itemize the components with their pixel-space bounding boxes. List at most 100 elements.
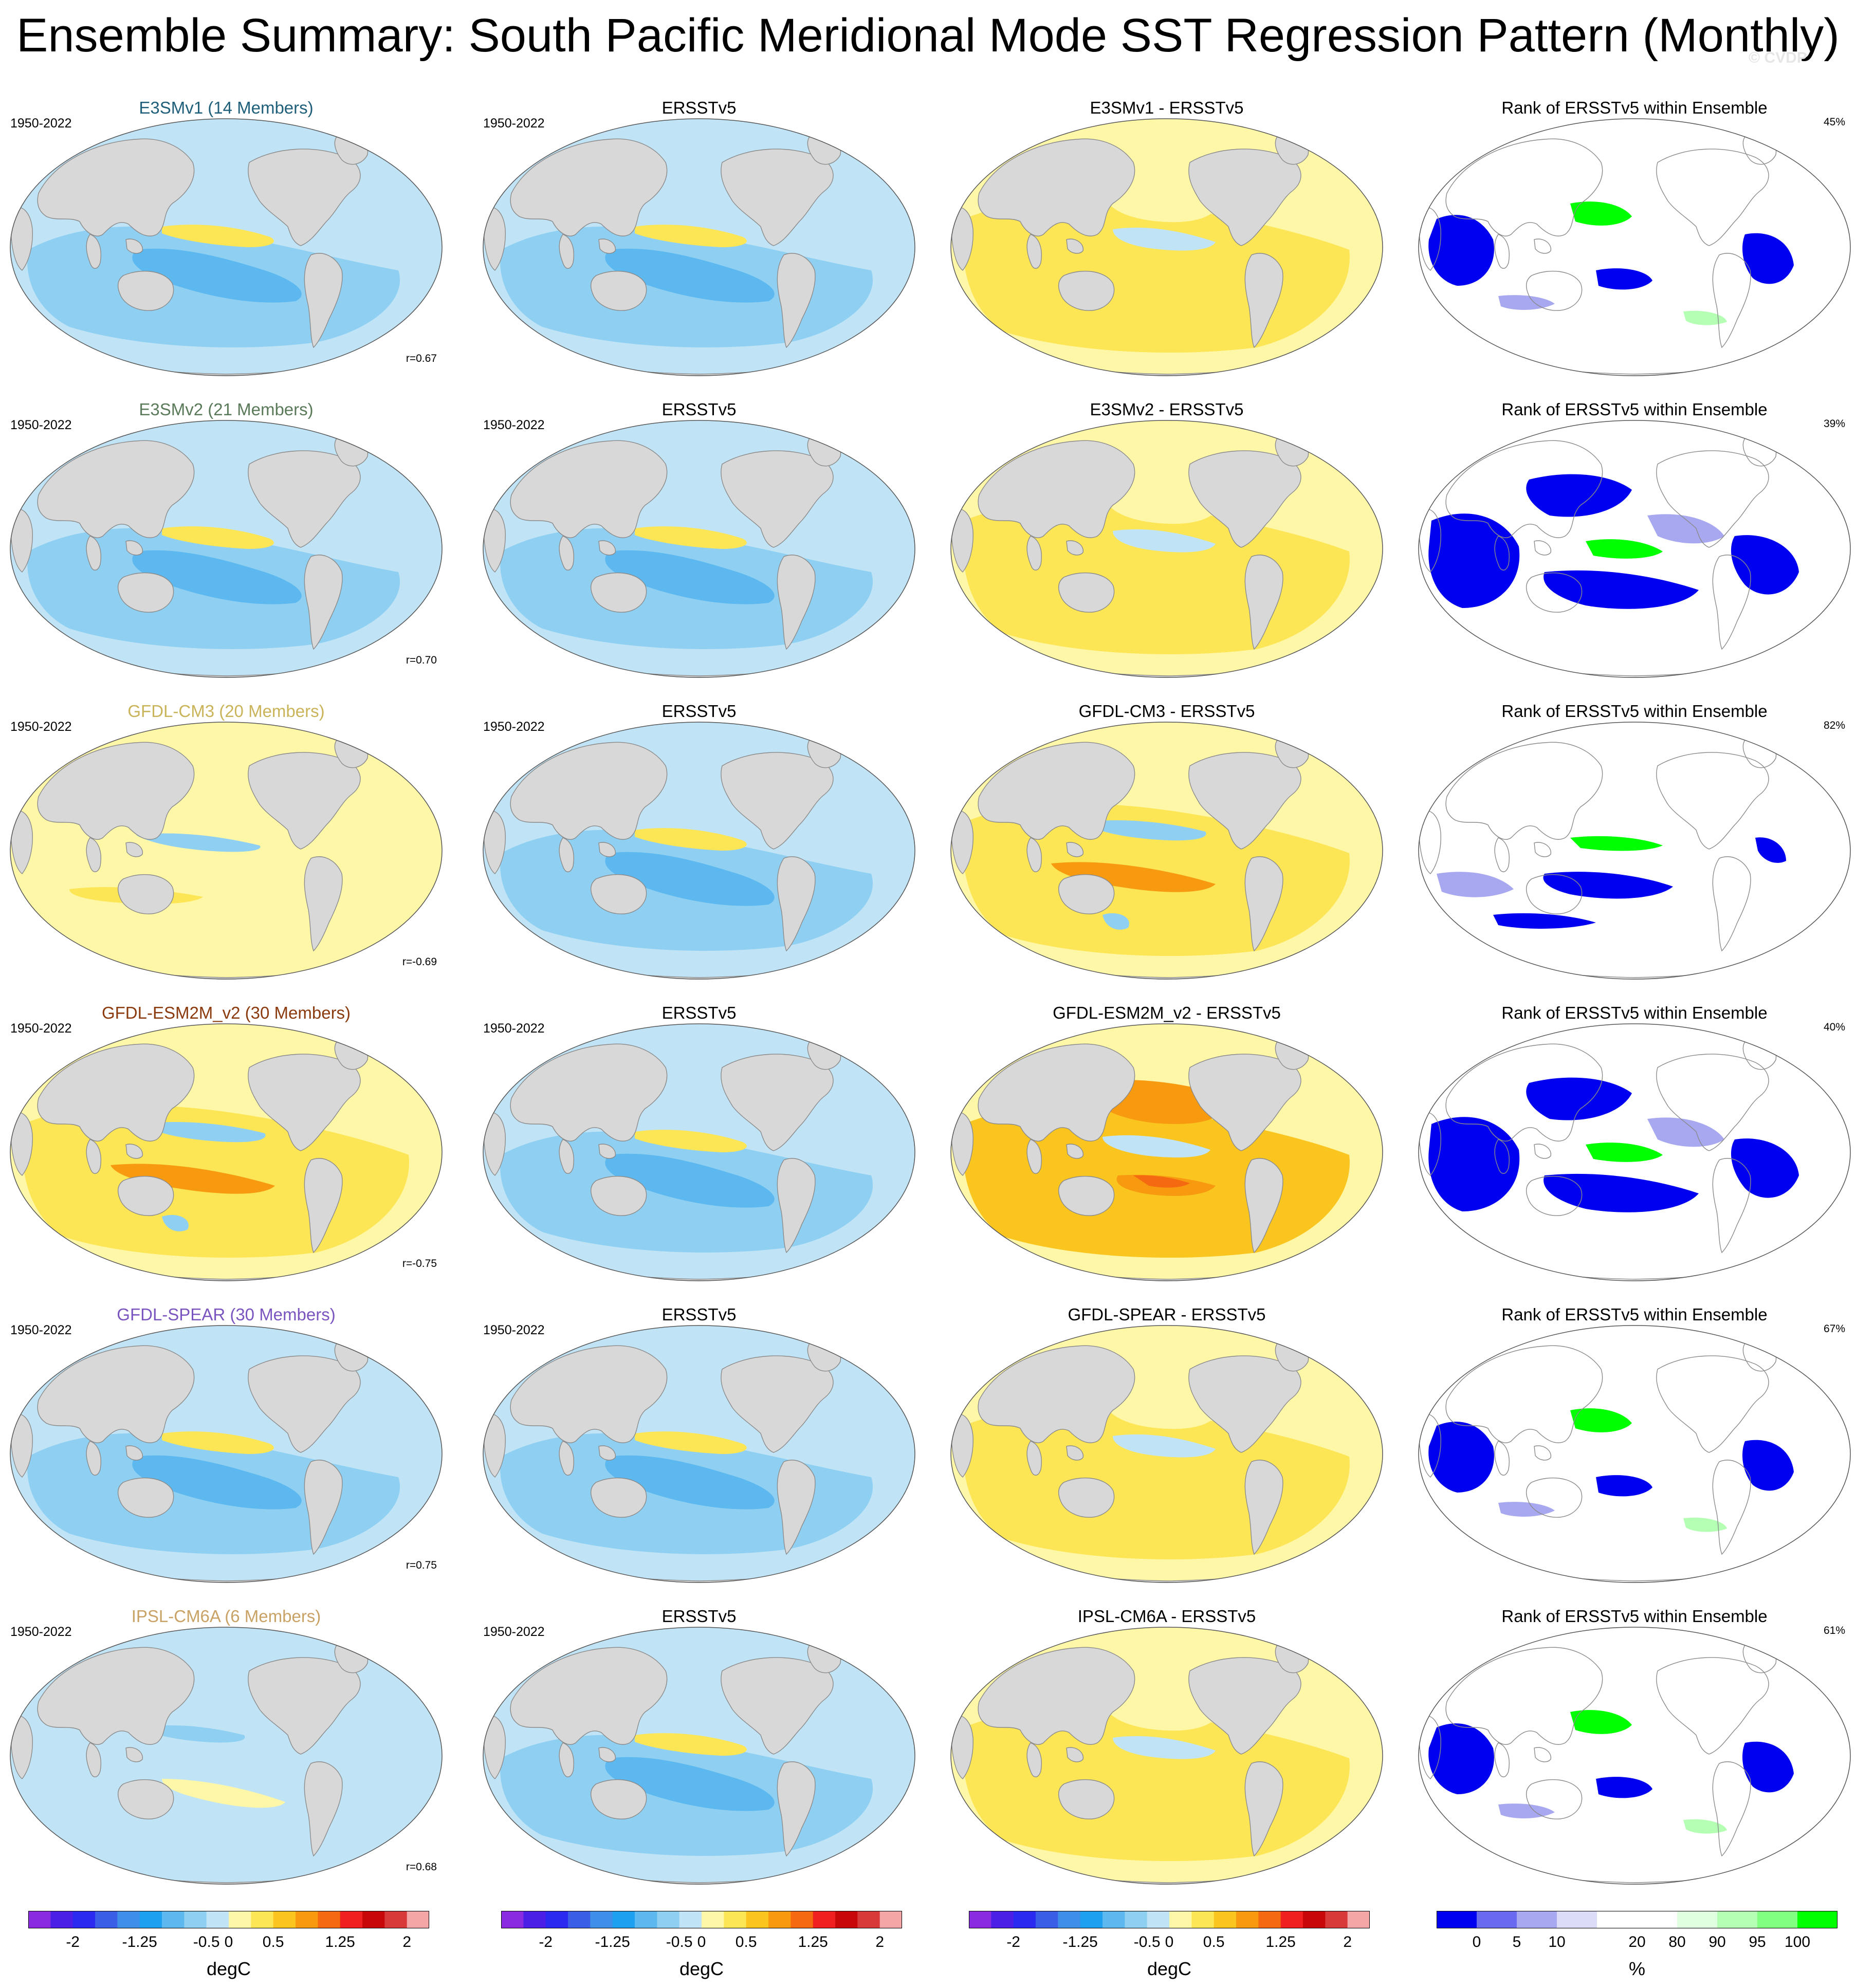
- land-outline: [483, 810, 506, 874]
- difference-title: GFDL-SPEAR - ERSSTv5: [1068, 1305, 1266, 1324]
- obs-panel: ERSSTv5 1950-2022: [473, 1606, 925, 1909]
- map-border: [950, 1023, 1383, 1281]
- map-border: [10, 1325, 443, 1583]
- land-outline: [117, 1175, 174, 1216]
- period-label: 1950-2022: [483, 720, 545, 734]
- land-outline: [1066, 842, 1084, 857]
- field-region: [1647, 514, 1724, 544]
- land-outline: [1534, 540, 1552, 556]
- rank-percent: 39%: [1823, 418, 1845, 430]
- field-region: [1428, 1723, 1494, 1794]
- field-region: [1570, 1710, 1632, 1734]
- land-outline: [125, 1445, 143, 1461]
- field-region: [1102, 1695, 1221, 1731]
- land-outline: [304, 856, 343, 952]
- model-title: GFDL-SPEAR (30 Members): [117, 1305, 336, 1324]
- colorbar: -2 -1.25 -0.5 0 0.5 1.25 2 degC: [28, 1911, 429, 1988]
- field-region: [1731, 1138, 1799, 1198]
- land-outline: [1058, 572, 1115, 613]
- model-panel: GFDL-ESM2M_v2 (30 Members) 1950-2022 r=-0.…: [0, 1003, 452, 1306]
- colorbar-swatch: [1169, 1911, 1192, 1928]
- colorbar-swatch: [318, 1911, 341, 1928]
- colorbar-swatch: [1125, 1911, 1148, 1928]
- field-region: [1647, 1117, 1724, 1147]
- sst-map: [10, 722, 443, 980]
- copyright-label: © CVDP: [1749, 49, 1807, 66]
- land-outline: [304, 1460, 343, 1555]
- colorbar-tick-label: -0.5: [666, 1934, 693, 1950]
- land-outline: [125, 540, 143, 556]
- field-region: [162, 526, 274, 549]
- land-outline: [1244, 856, 1283, 952]
- colorbar-swatches: [969, 1911, 1370, 1928]
- field-region: [605, 248, 775, 303]
- land-outline: [1712, 1460, 1751, 1555]
- land-outline: [1026, 1742, 1042, 1777]
- rank-title: Rank of ERSSTv5 within Ensemble: [1501, 1003, 1768, 1022]
- land-outline: [1526, 1175, 1583, 1216]
- map-border: [1418, 1023, 1851, 1281]
- land-outline: [483, 1715, 506, 1779]
- land-outline: [248, 149, 361, 246]
- colorbar-swatch: [340, 1911, 363, 1928]
- map-border: [483, 1023, 915, 1281]
- land-outline: [1026, 1139, 1042, 1174]
- sst-map: [950, 1023, 1383, 1281]
- land-outline: [1244, 1460, 1283, 1555]
- colorbar-swatch: [590, 1911, 613, 1928]
- land-outline: [777, 253, 816, 348]
- colorbar-tick-label: 0: [697, 1934, 706, 1950]
- colorbar-swatch: [1191, 1911, 1215, 1928]
- land-outline: [1534, 1747, 1552, 1762]
- land-outline: [559, 234, 574, 269]
- model-panel: E3SMv2 (21 Members) 1950-2022 r=0.70: [0, 399, 452, 703]
- colorbar-swatch: [879, 1911, 902, 1928]
- obs-title: ERSSTv5: [661, 1003, 737, 1022]
- map-border: [483, 118, 915, 376]
- colorbar-tick-label: 0.5: [735, 1934, 757, 1950]
- sst-map: [483, 1023, 915, 1281]
- land-outline: [598, 842, 616, 857]
- colorbar-swatch: [857, 1911, 880, 1928]
- land-outline: [10, 1715, 33, 1779]
- sst-map: [950, 722, 1383, 980]
- colorbar-tick-label: 1.25: [1265, 1934, 1296, 1950]
- colorbar-swatch: [1036, 1911, 1058, 1928]
- land-outline: [1419, 1715, 1441, 1779]
- land-outline: [951, 508, 973, 573]
- pattern-correlation: r=0.68: [406, 1861, 437, 1873]
- obs-panel: ERSSTv5 1950-2022: [473, 98, 925, 401]
- land-outline: [37, 1043, 195, 1142]
- colorbar-swatch: [1013, 1911, 1036, 1928]
- land-outline: [1534, 1445, 1552, 1461]
- land-outline: [304, 555, 343, 650]
- rank-percent: 82%: [1823, 720, 1845, 731]
- field-region: [1113, 227, 1216, 251]
- sst-map: [483, 1627, 915, 1885]
- colorbar-swatch: [635, 1911, 657, 1928]
- land-outline: [1419, 810, 1441, 874]
- colorbar-tick-label: 20: [1628, 1934, 1646, 1950]
- land-outline: [1534, 1144, 1552, 1159]
- colorbar-units: degC: [1147, 1958, 1192, 1979]
- land-outline: [777, 856, 816, 952]
- field-region: [605, 1757, 775, 1811]
- model-panel: GFDL-SPEAR (30 Members) 1950-2022 r=0.75: [0, 1304, 452, 1608]
- rank-map: [1418, 1023, 1851, 1281]
- land-outline: [248, 1054, 361, 1151]
- colorbar-tick-label: 90: [1708, 1934, 1726, 1950]
- rank-panel: Rank of ERSSTv5 within Ensemble 61%: [1408, 1606, 1856, 1909]
- land-outline: [1445, 1647, 1603, 1745]
- colorbar-tick-label: 100: [1784, 1934, 1811, 1950]
- colorbar-swatch: [1280, 1911, 1303, 1928]
- period-label: 1950-2022: [483, 1625, 545, 1639]
- sst-map: [483, 118, 915, 376]
- land-outline: [248, 450, 361, 548]
- land-outline: [978, 138, 1135, 236]
- land-outline: [721, 1355, 834, 1453]
- field-region: [1586, 539, 1663, 559]
- difference-title: GFDL-CM3 - ERSSTv5: [1078, 702, 1255, 721]
- difference-panel: E3SMv1 - ERSSTv5: [941, 98, 1393, 401]
- field-region: [1082, 820, 1206, 841]
- sst-map: [483, 1325, 915, 1583]
